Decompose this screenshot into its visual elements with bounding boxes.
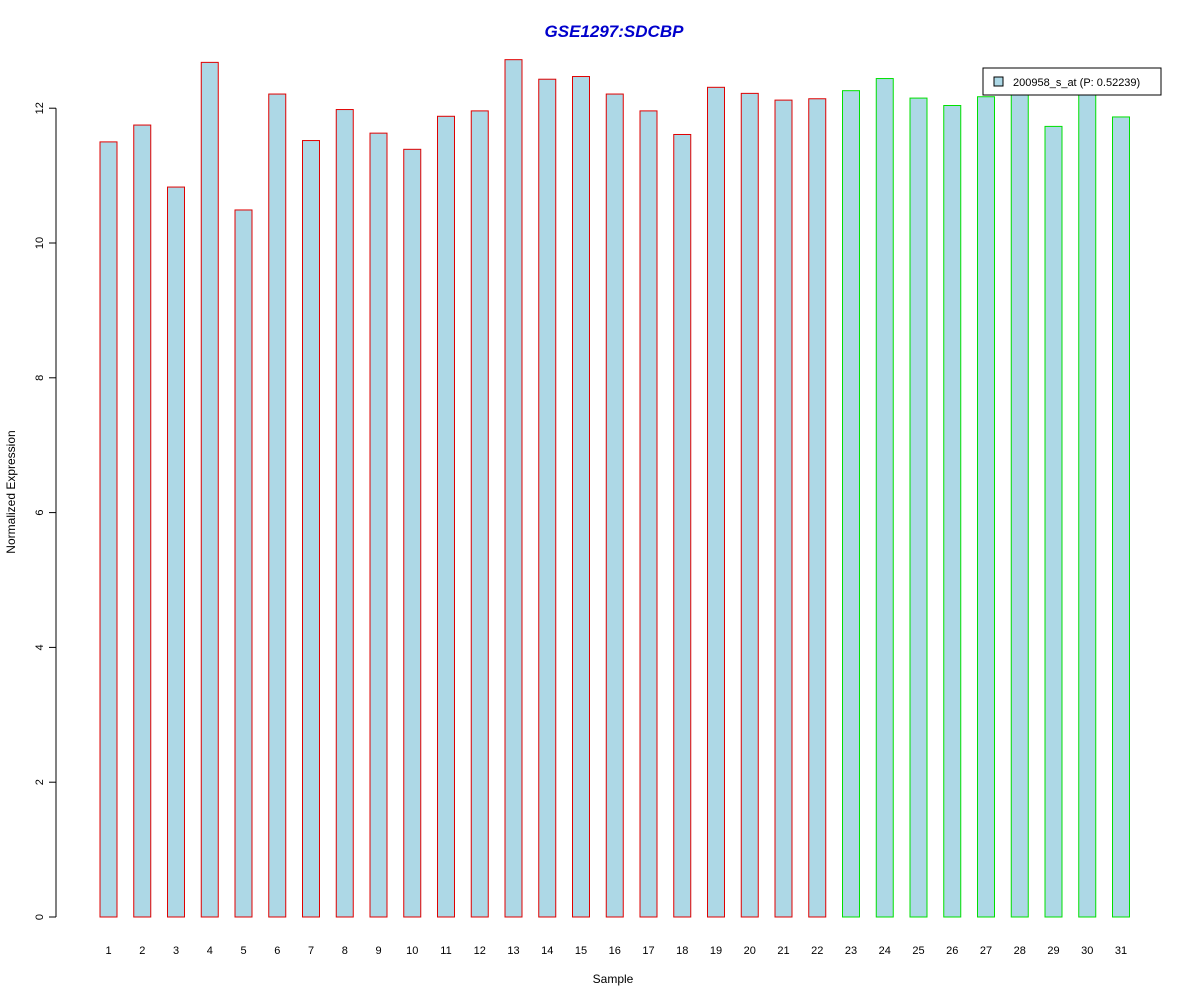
bar-sample-17 (639, 110, 658, 918)
y-tick-label: 12 (34, 102, 46, 114)
x-tick-label: 23 (845, 945, 857, 957)
bar-sample-23 (842, 90, 860, 918)
bar-sample-30 (1078, 91, 1097, 918)
bar-sample-1 (99, 141, 118, 918)
legend-label: 200958_s_at (P: 0.52239) (1013, 77, 1140, 89)
chart-title: GSE1297:SDCBP (545, 22, 685, 41)
bar-sample-11 (437, 115, 455, 918)
x-tick-label: 6 (274, 945, 280, 957)
x-tick-label: 27 (980, 945, 992, 957)
x-tick-label: 1 (105, 945, 111, 957)
x-tick-label: 24 (879, 945, 891, 957)
bar-sample-5 (234, 209, 253, 918)
y-tick-label: 0 (34, 914, 46, 920)
y-tick-label: 2 (34, 779, 46, 785)
x-tick-label: 20 (744, 945, 756, 957)
legend: 200958_s_at (P: 0.52239) (982, 67, 1162, 96)
bar-sample-13 (504, 59, 523, 918)
bar-sample-3 (167, 186, 185, 918)
x-tick-label: 28 (1014, 945, 1026, 957)
x-tick-label: 13 (507, 945, 519, 957)
x-tick-label: 21 (777, 945, 789, 957)
x-tick-label: 16 (609, 945, 621, 957)
y-tick-label: 6 (34, 510, 46, 516)
bar-sample-19 (707, 86, 725, 918)
y-tick-label: 8 (34, 375, 46, 381)
y-axis: 0 2 4 6 8 10 12 (34, 102, 57, 920)
x-tick-label: 12 (474, 945, 486, 957)
bar-sample-15 (572, 76, 590, 918)
bar-sample-20 (740, 92, 759, 918)
bar-sample-7 (302, 140, 320, 918)
x-tick-label: 18 (676, 945, 688, 957)
bar-sample-22 (808, 98, 827, 918)
x-tick-label: 25 (912, 945, 924, 957)
x-tick-label: 5 (240, 945, 246, 957)
bar-sample-26 (943, 105, 962, 918)
x-tick-label: 2 (139, 945, 145, 957)
x-tick-label: 8 (342, 945, 348, 957)
bar-sample-18 (673, 133, 692, 918)
bar-sample-29 (1044, 125, 1063, 918)
bar-sample-24 (875, 78, 894, 918)
x-tick-label: 26 (946, 945, 958, 957)
x-tick-label: 31 (1115, 945, 1127, 957)
bar-sample-8 (335, 109, 354, 918)
legend-swatch (993, 76, 1004, 87)
bar-sample-12 (470, 110, 489, 918)
bar-sample-28 (1010, 90, 1029, 918)
bar-sample-31 (1112, 116, 1130, 918)
y-axis-label: Normalized Expression (4, 430, 18, 553)
x-tick-label: 30 (1081, 945, 1093, 957)
bar-sample-25 (909, 97, 928, 918)
x-tick-label: 14 (541, 945, 553, 957)
x-tick-label: 19 (710, 945, 722, 957)
x-tick-label: 22 (811, 945, 823, 957)
x-tick-label: 29 (1047, 945, 1059, 957)
y-tick-label: 10 (34, 237, 46, 249)
bar-sample-10 (403, 148, 422, 918)
bar-sample-4 (200, 61, 219, 918)
bar-sample-16 (605, 93, 624, 918)
bar-sample-6 (268, 93, 287, 918)
x-tick-label: 15 (575, 945, 587, 957)
legend-box (982, 67, 1162, 96)
x-tick-label: 4 (207, 945, 213, 957)
bar-sample-21 (774, 99, 793, 918)
bar-sample-27 (977, 96, 995, 918)
bars (99, 59, 1130, 918)
x-tick-label: 7 (308, 945, 314, 957)
x-axis-label: Sample (593, 972, 634, 986)
x-tick-label: 17 (642, 945, 654, 957)
bar-sample-9 (369, 132, 388, 918)
x-tick-label: 10 (406, 945, 418, 957)
bar-sample-14 (538, 78, 557, 918)
y-tick-label: 4 (34, 644, 46, 650)
x-tick-label: 11 (440, 945, 451, 957)
x-tick-labels: 1 2 3 4 5 6 7 8 9 10 11 12 13 14 15 16 17 18 19 20 21 22 23 24 2… (105, 945, 1127, 957)
x-tick-label: 9 (375, 945, 381, 957)
x-tick-label: 3 (173, 945, 179, 957)
bar-sample-2 (133, 124, 152, 918)
